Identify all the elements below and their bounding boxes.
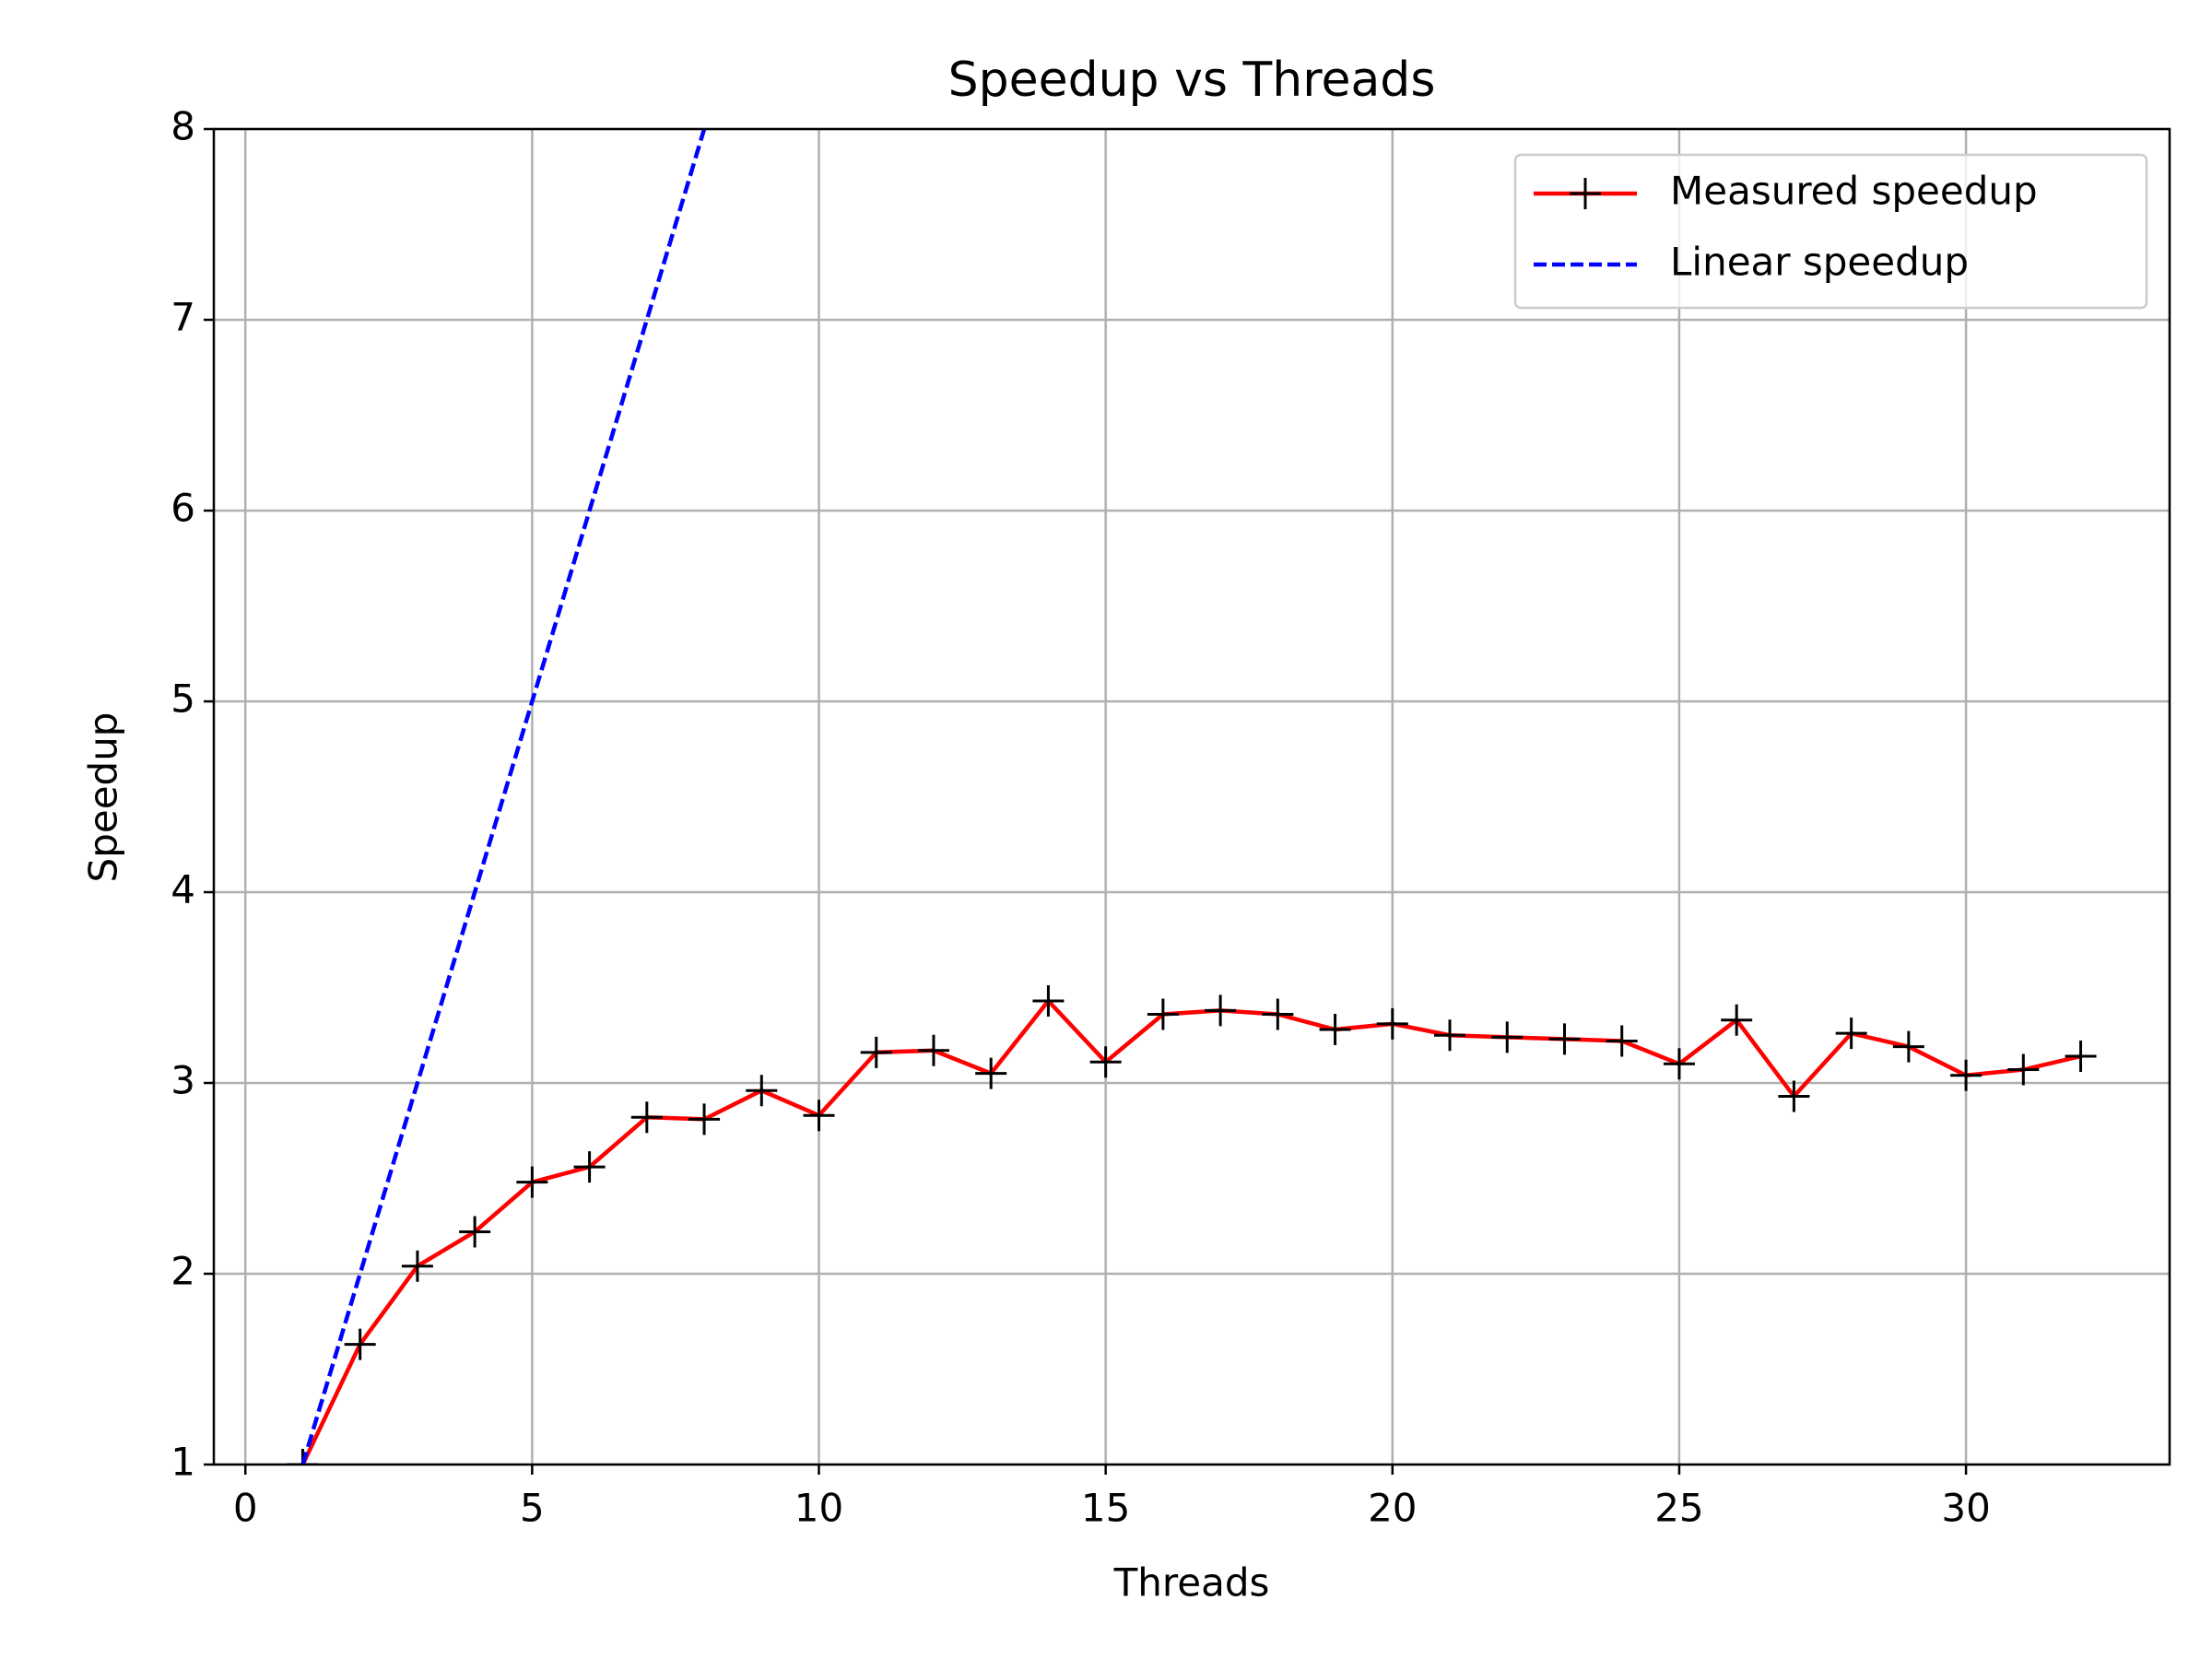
legend-label: Measured speedup [1670, 169, 2038, 214]
ticks: 0 5 10 15 20 25 30 1 2 3 4 5 6 7 8 [171, 104, 1991, 1531]
y-tick-label: 1 [171, 1440, 195, 1485]
x-tick-label: 30 [1941, 1486, 1990, 1531]
point-marker [344, 1328, 376, 1360]
y-tick-label: 5 [171, 677, 195, 722]
point-marker [287, 1449, 319, 1465]
point-marker [1663, 1048, 1695, 1080]
axes-frame [212, 127, 2171, 1466]
point-marker [630, 1101, 663, 1134]
point-marker [1606, 1025, 1638, 1057]
point-marker [459, 1216, 491, 1248]
legend-marker [1570, 178, 1601, 209]
point-marker [1721, 1004, 1753, 1036]
y-tick-label: 8 [171, 104, 195, 149]
y-tick-label: 3 [171, 1058, 195, 1103]
point-marker [1147, 998, 1179, 1030]
point-marker [1778, 1080, 1810, 1112]
x-tick-label: 5 [520, 1486, 545, 1531]
y-tick-label: 7 [171, 295, 195, 340]
y-tick-label: 6 [171, 486, 195, 531]
point-marker [516, 1166, 548, 1198]
point-marker [1319, 1014, 1351, 1046]
y-axis-label: Speedup [81, 712, 126, 883]
point-marker [1548, 1023, 1581, 1055]
x-tick-label: 25 [1654, 1486, 1703, 1531]
x-axis-label: Threads [1113, 1560, 1270, 1606]
point-marker [2065, 1041, 2097, 1073]
point-marker [1892, 1030, 1924, 1063]
x-tick-label: 20 [1368, 1486, 1417, 1531]
legend-box [1513, 153, 2148, 310]
x-tick-label: 0 [233, 1486, 258, 1531]
chart-title: Speedup vs Threads [948, 53, 1436, 108]
point-marker [1950, 1059, 1983, 1091]
point-marker [1089, 1046, 1122, 1078]
x-tick-label: 10 [794, 1486, 843, 1531]
series-line [300, 997, 2082, 1465]
point-marker [860, 1036, 892, 1068]
point-marker [1434, 1019, 1466, 1052]
point-marker [1491, 1021, 1524, 1053]
grid [214, 127, 2170, 1466]
y-tick-label: 4 [171, 867, 195, 912]
y-tick-label: 2 [171, 1249, 195, 1294]
point-marker [1262, 998, 1294, 1030]
legend: Measured speedup Linear speedup [1513, 153, 2148, 310]
point-marker [917, 1034, 949, 1066]
plot-area [287, 129, 2097, 1465]
point-marker [688, 1103, 721, 1135]
point-marker [1835, 1018, 1867, 1050]
point-marker [975, 1057, 1007, 1089]
point-marker [1205, 994, 1237, 1027]
point-marker [401, 1250, 433, 1282]
point-marker [746, 1075, 778, 1107]
point-marker [1376, 1007, 1408, 1040]
point-marker [803, 1100, 835, 1132]
x-tick-label: 15 [1081, 1486, 1130, 1531]
point-marker [2007, 1053, 2040, 1086]
point-marker [1032, 984, 1065, 1017]
point-marker [573, 1151, 606, 1183]
legend-label: Linear speedup [1670, 240, 1969, 285]
